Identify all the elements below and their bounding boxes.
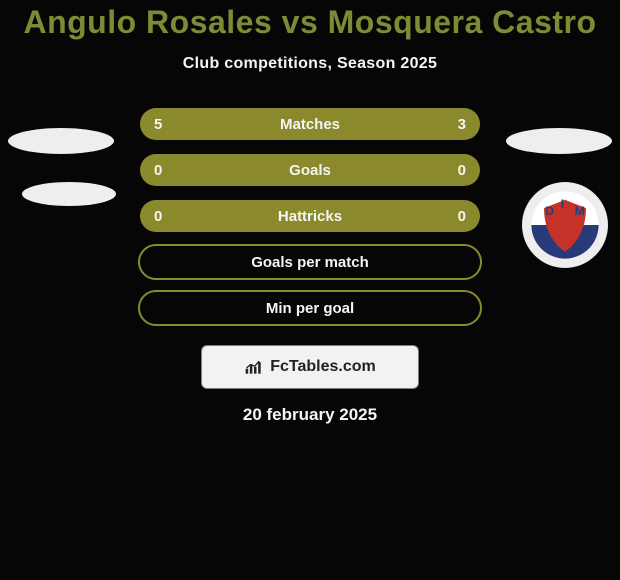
stat-pill-min-per-goal: Min per goal — [138, 290, 482, 326]
stat-row: Min per goal — [0, 285, 620, 331]
comparison-card: Angulo Rosales vs Mosquera Castro Club c… — [0, 4, 620, 580]
stat-left-value: 0 — [154, 208, 162, 225]
stat-label: Hattricks — [278, 208, 342, 225]
stat-label: Goals per match — [251, 254, 369, 271]
stat-pill-goals: 0 Goals 0 — [140, 154, 480, 186]
stat-pill-goals-per-match: Goals per match — [138, 244, 482, 280]
barchart-icon — [244, 358, 264, 376]
stat-right-value: 0 — [458, 208, 466, 225]
stat-label: Min per goal — [266, 300, 354, 317]
stat-row: 0 Goals 0 — [0, 147, 620, 193]
stat-right-value: 3 — [458, 116, 466, 133]
stat-label: Goals — [289, 162, 331, 179]
source-text: FcTables.com — [270, 358, 376, 376]
stat-row: 0 Hattricks 0 — [0, 193, 620, 239]
page-title: Angulo Rosales vs Mosquera Castro — [0, 4, 620, 41]
generated-date: 20 february 2025 — [0, 405, 620, 425]
source-brand: FcTables.com — [244, 358, 376, 376]
stat-pill-hattricks: 0 Hattricks 0 — [140, 200, 480, 232]
stat-right-value: 0 — [458, 162, 466, 179]
stat-left-value: 0 — [154, 162, 162, 179]
stat-row: Goals per match — [0, 239, 620, 285]
stat-row: 5 Matches 3 — [0, 101, 620, 147]
stat-left-value: 5 — [154, 116, 162, 133]
stat-label: Matches — [280, 116, 340, 133]
stats-area: 5 Matches 3 0 Goals 0 0 Hattricks 0 Goal… — [0, 101, 620, 331]
stat-pill-matches: 5 Matches 3 — [140, 108, 480, 140]
subtitle: Club competitions, Season 2025 — [0, 55, 620, 73]
source-badge: FcTables.com — [201, 345, 419, 389]
